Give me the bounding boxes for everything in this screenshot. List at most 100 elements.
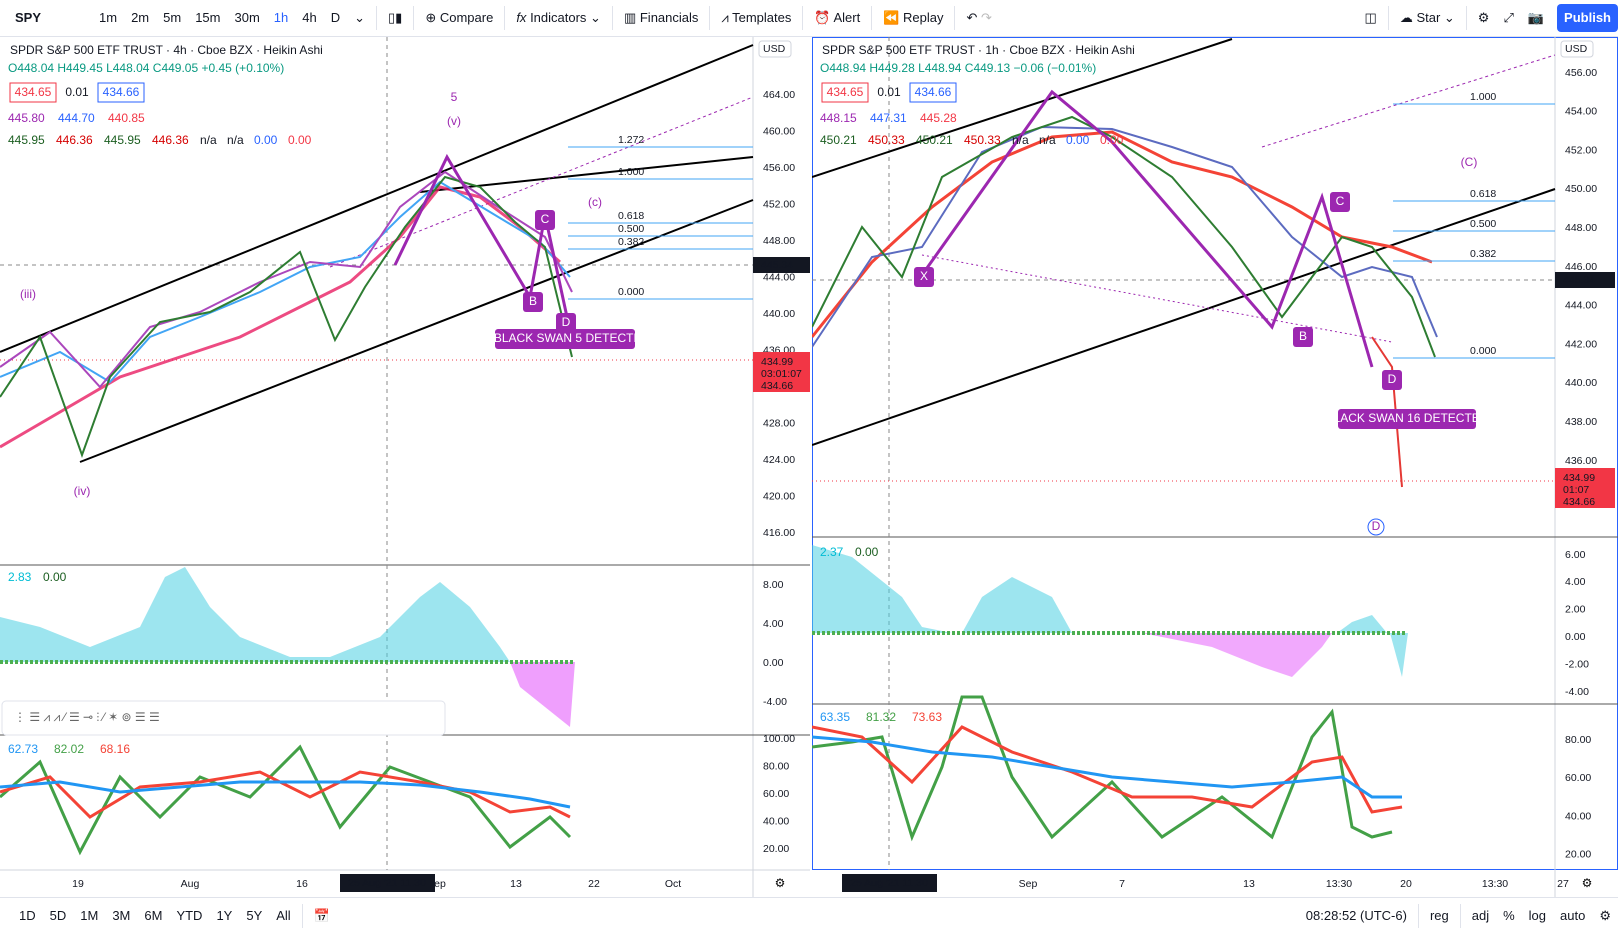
range[interactable]: 3M — [112, 908, 131, 923]
point-label: C — [1336, 194, 1345, 208]
separator — [1417, 904, 1419, 928]
option[interactable]: log — [1528, 908, 1547, 923]
rsi-value: 62.73 — [8, 742, 38, 756]
rsi-value: 81.32 — [866, 710, 896, 724]
oscillator-axis-label: 8.00 — [763, 579, 784, 591]
interval[interactable]: 1h — [273, 10, 289, 25]
range[interactable]: 1D — [19, 908, 36, 923]
price-tag: 434.99 — [1563, 472, 1595, 484]
range[interactable]: 1M — [80, 908, 99, 923]
interval[interactable]: 2m — [131, 10, 150, 25]
dotted-line — [329, 96, 754, 268]
dotted-line — [921, 254, 1393, 343]
settings-button[interactable]: ⚙ — [1477, 10, 1490, 25]
option-icon[interactable]: ⚙ — [1599, 908, 1611, 923]
star-button[interactable]: ☁ Star ⌄ — [1399, 10, 1455, 25]
publish-button[interactable]: Publish — [1557, 4, 1618, 32]
option[interactable]: auto — [1560, 908, 1586, 923]
ohlc: O448.94 H449.28 L448.94 C449.13 −0.06 (−… — [820, 61, 1096, 75]
time-axis-label: ep — [434, 878, 446, 890]
value-box-label: 434.66 — [915, 85, 952, 99]
last-price: 445.34 — [1563, 274, 1595, 286]
drawing-tools[interactable]: ⋮ ☰ ⩘ ⩘ ⁄ ☰ ⊸ ⫶ ⁄ ✶ ⊚ ☰ ☰ — [14, 710, 160, 724]
rsi-line — [811, 725, 1403, 814]
templates-button[interactable]: ⩘ Templates — [721, 10, 792, 25]
interval[interactable]: 15m — [195, 10, 221, 25]
compare-button[interactable]: ⊕ Compare — [425, 10, 494, 25]
time-axis-label: 22 — [588, 878, 600, 890]
last-price-bg — [1555, 272, 1615, 288]
snapshot-button[interactable]: 📷 — [1527, 10, 1545, 25]
range[interactable]: 5D — [49, 908, 67, 923]
ma-value: n/a — [227, 133, 244, 147]
point-marker — [914, 267, 934, 287]
date-range-icon[interactable]: 📅 — [313, 908, 330, 923]
dropdown-icon[interactable]: ⌄ — [354, 10, 366, 25]
oscillator-axis-label: 2.00 — [1565, 604, 1586, 616]
time-axis-label: Oct — [665, 878, 681, 890]
rsi-axis-label: 60.00 — [763, 788, 789, 800]
trend-channel — [0, 44, 754, 353]
oscillator-value: 0.00 — [43, 570, 67, 584]
point-label: (iv) — [74, 484, 91, 498]
alert-button[interactable]: ⏰ Alert — [814, 10, 861, 25]
interval[interactable]: 4h — [302, 10, 317, 25]
settings-icon[interactable]: ⚙ — [1582, 876, 1593, 890]
value-box — [821, 82, 869, 103]
interval[interactable]: D — [330, 10, 341, 25]
price-axis-label: 464.00 — [763, 89, 795, 101]
ma-value: 446.36 — [152, 133, 189, 147]
chart-type-icon[interactable]: ▯▮ — [388, 10, 403, 25]
time-axis-label: 13:30 — [1326, 878, 1352, 890]
option[interactable]: adj — [1471, 908, 1490, 923]
crosshair-time: 25 Aug '21 11:30 — [348, 877, 426, 889]
ma-value: 450.21 — [916, 133, 953, 147]
ma-value: 0.00 — [1100, 133, 1124, 147]
price-axis-label: 428.00 — [763, 417, 795, 429]
replay-button[interactable]: ⏪ Replay — [883, 10, 944, 25]
rsi-axis-label: 40.00 — [1565, 810, 1591, 822]
value-box-label: 434.65 — [827, 85, 864, 99]
value-box-label: 434.65 — [15, 85, 52, 99]
range[interactable]: 1Y — [216, 908, 233, 923]
undo-button[interactable]: ↶ ↷ — [966, 10, 992, 25]
price-axis-label: 460.00 — [763, 125, 795, 137]
point-marker — [535, 210, 555, 230]
indicators-button[interactable]: fx Indicators ⌄ — [516, 10, 601, 25]
label: Financials — [639, 10, 699, 25]
price-axis-bg — [753, 37, 810, 897]
separator — [954, 6, 956, 30]
price-tag: 01:07 — [1563, 484, 1589, 496]
settings-icon[interactable]: ⚙ — [775, 876, 786, 890]
interval[interactable]: 1m — [99, 10, 118, 25]
rsi-axis-label: 20.00 — [1565, 849, 1591, 861]
bottom-bar: 1D 5D 1M 3M 6M YTD 1Y 5Y All 📅 08:28:52 … — [0, 897, 1618, 934]
fib-label: 0.382 — [618, 236, 644, 248]
range[interactable]: 5Y — [246, 908, 263, 923]
rsi-line — [811, 735, 1402, 799]
fullscreen-button[interactable]: ⤢ — [1503, 10, 1514, 25]
range[interactable]: YTD — [176, 908, 203, 923]
financials-button[interactable]: ▥ Financials — [623, 10, 699, 25]
ma-value: 0.00 — [1066, 133, 1090, 147]
fib-label: 1.000 — [618, 166, 644, 178]
interval[interactable]: 30m — [234, 10, 260, 25]
interval[interactable]: 5m — [163, 10, 182, 25]
range[interactable]: All — [276, 908, 291, 923]
option[interactable]: % — [1503, 908, 1515, 923]
symbol[interactable]: SPY — [15, 10, 42, 25]
right-chart: 25 Aug '21 11:30 ⚙ SPDR S&P 500 ETF TRUS… — [810, 37, 1618, 897]
drawing-toolbar[interactable] — [1, 700, 446, 736]
option[interactable]: reg — [1429, 908, 1449, 923]
rsi-line — [811, 695, 1393, 842]
point-label: (c) — [588, 195, 602, 209]
fib-label: 0.382 — [1470, 248, 1496, 260]
range[interactable]: 6M — [144, 908, 163, 923]
time-axis-label: 13 — [1243, 878, 1255, 890]
ma-value: n/a — [200, 133, 217, 147]
moving-average — [810, 130, 1433, 338]
price-drop — [1371, 336, 1403, 488]
layout-button[interactable]: ◫ — [1364, 10, 1377, 25]
oscillator-histogram — [0, 567, 510, 662]
ma-value: 450.33 — [868, 133, 905, 147]
